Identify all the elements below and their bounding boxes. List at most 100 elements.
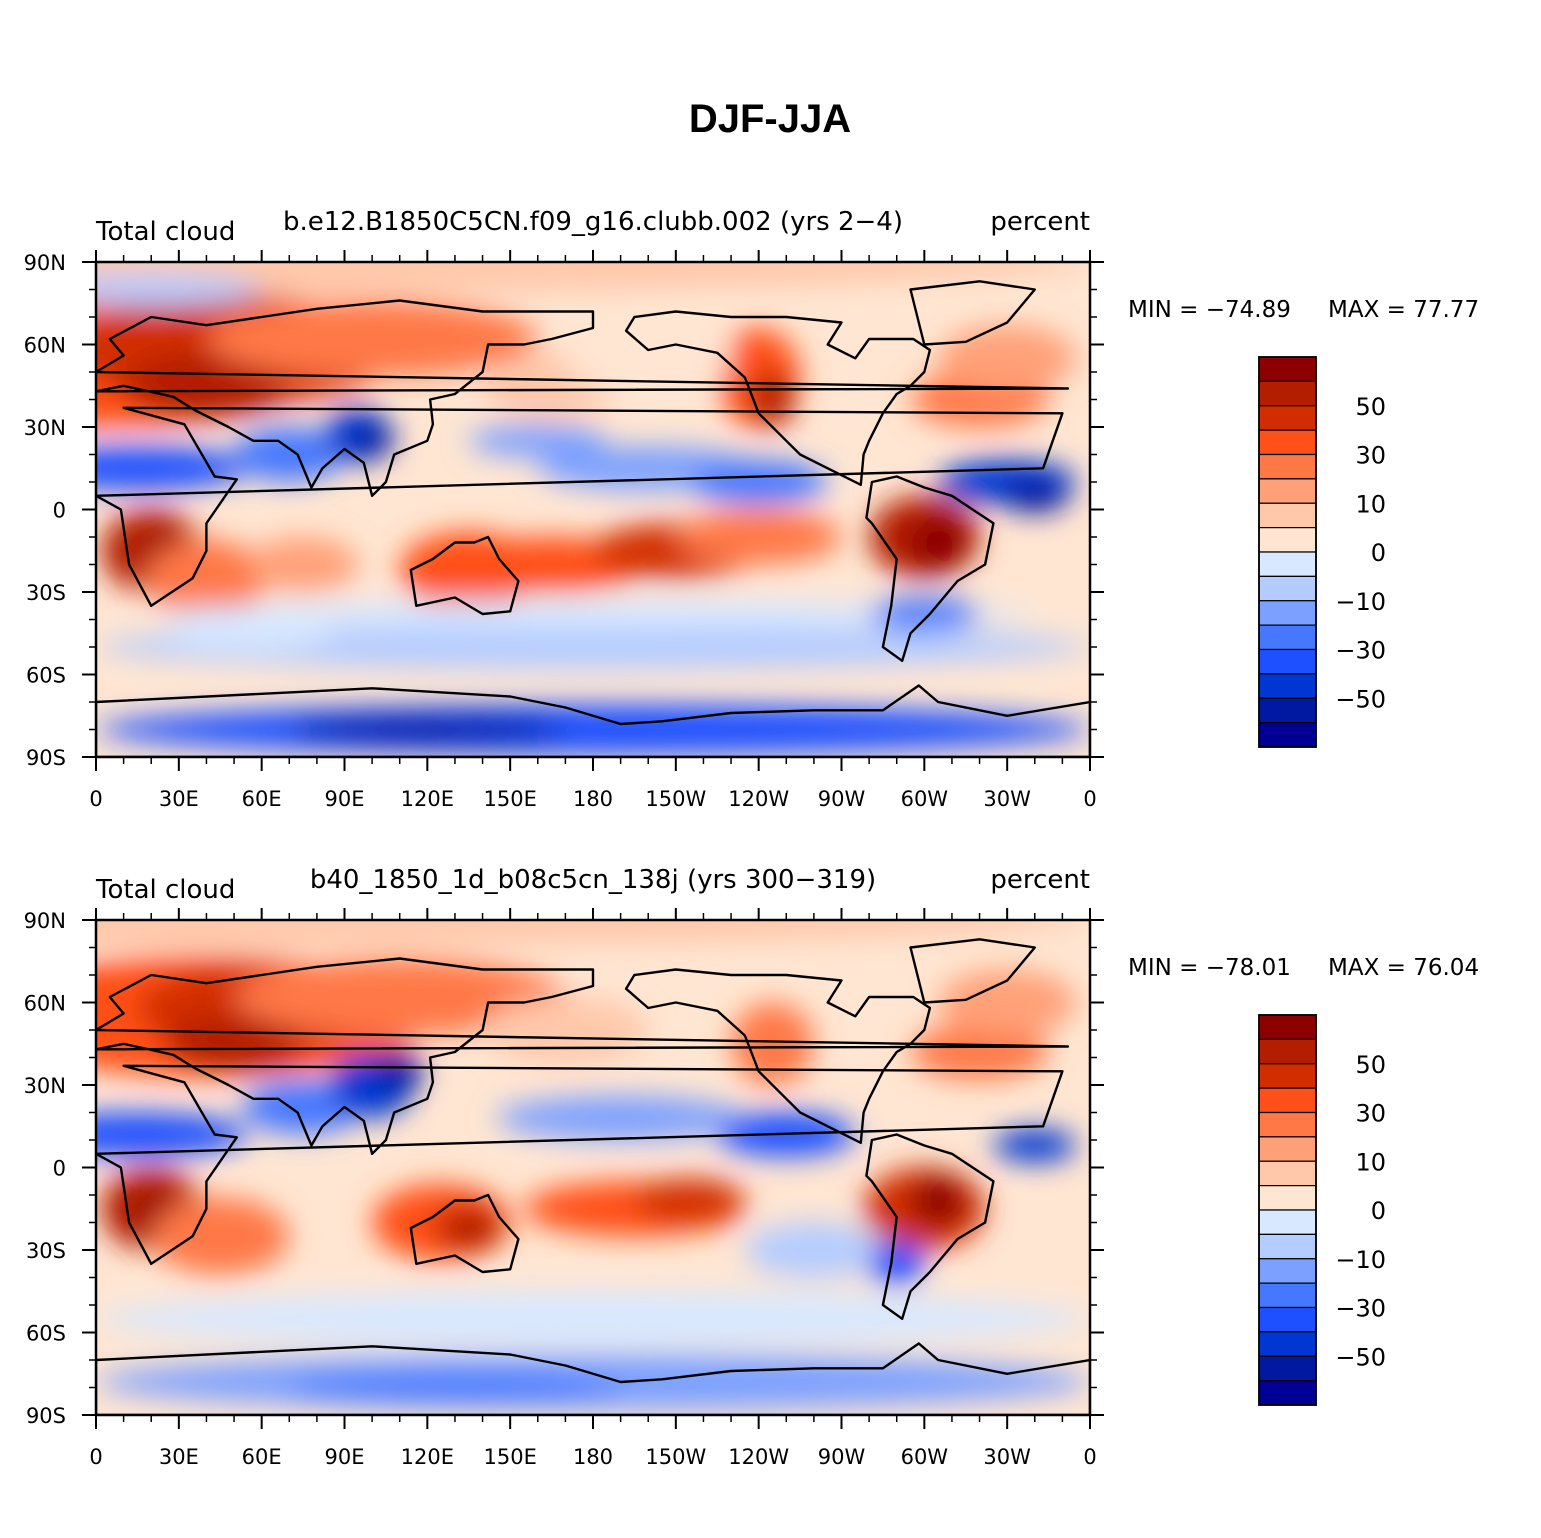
panel-units-label: percent xyxy=(990,207,1090,237)
colorbar-swatch xyxy=(1258,1111,1317,1138)
x-tick-label: 30W xyxy=(983,787,1031,811)
colorbar-swatch xyxy=(1258,1038,1317,1065)
colorbar-label: −30 xyxy=(1335,637,1386,665)
y-tick-label: 60S xyxy=(26,1322,66,1346)
colorbar-swatch xyxy=(1258,1160,1317,1187)
x-tick-label: 30W xyxy=(983,1445,1031,1469)
y-axis: 90N 60N 30N 0 30S 60S 90S xyxy=(24,251,1104,770)
colorbar-swatch xyxy=(1258,551,1317,577)
panel-bottom: Total cloud b40_1850_1d_b08c5cn_138j (yr… xyxy=(24,865,1480,1469)
colorbar-swatch xyxy=(1258,575,1317,602)
x-tick-label: 60W xyxy=(901,787,949,811)
colorbar-swatch xyxy=(1258,1087,1317,1114)
cloud-field-map xyxy=(96,920,1090,1415)
colorbar: 50 30 10 0 −10 −30 −50 xyxy=(1258,1014,1386,1406)
x-tick-label: 180 xyxy=(573,1445,613,1469)
x-tick-label: 150W xyxy=(645,787,706,811)
colorbar-label: 50 xyxy=(1355,393,1386,421)
colorbar-label: 0 xyxy=(1371,1197,1386,1225)
x-tick-label: 180 xyxy=(573,787,613,811)
x-tick-label: 0 xyxy=(1083,1445,1096,1469)
colorbar-swatch xyxy=(1258,527,1317,553)
min-value: MIN = −74.89 xyxy=(1128,297,1291,323)
panel-units-label: percent xyxy=(990,865,1090,895)
x-tick-label: 150E xyxy=(483,1445,536,1469)
x-tick-label: 0 xyxy=(89,787,102,811)
colorbar-swatch xyxy=(1258,356,1317,382)
colorbar-label: −10 xyxy=(1335,1246,1386,1274)
x-tick-label: 0 xyxy=(1083,787,1096,811)
y-tick-label: 60S xyxy=(26,664,66,688)
colorbar-swatch xyxy=(1258,1258,1317,1284)
colorbar-swatch xyxy=(1258,648,1317,675)
y-axis: 90N 60N 30N 0 30S 60S 90S xyxy=(24,909,1104,1428)
y-tick-label: 60N xyxy=(24,992,66,1016)
y-tick-label: 90S xyxy=(26,1404,66,1428)
panel-left-label: Total cloud xyxy=(95,875,235,905)
min-value: MIN = −78.01 xyxy=(1128,955,1291,981)
x-tick-label: 90E xyxy=(325,1445,365,1469)
x-tick-label: 120E xyxy=(401,1445,454,1469)
x-tick-label: 150E xyxy=(483,787,536,811)
x-tick-label: 120W xyxy=(728,1445,789,1469)
y-tick-label: 30N xyxy=(24,1074,66,1098)
colorbar-label: 10 xyxy=(1355,490,1386,518)
max-value: MAX = 76.04 xyxy=(1328,955,1479,981)
colorbar-frame xyxy=(1258,1014,1317,1406)
colorbar-label: 50 xyxy=(1355,1051,1386,1079)
colorbar-swatch xyxy=(1258,673,1317,699)
x-tick-label: 30E xyxy=(159,787,199,811)
colorbar-swatch xyxy=(1258,502,1317,529)
coastline-overlay xyxy=(96,280,1090,757)
y-tick-label: 30N xyxy=(24,416,66,440)
x-tick-label: 90E xyxy=(325,787,365,811)
colorbar-frame xyxy=(1258,356,1317,748)
x-tick-label: 0 xyxy=(89,1445,102,1469)
colorbar-label: 30 xyxy=(1355,1100,1386,1128)
x-tick-label: 150W xyxy=(645,1445,706,1469)
colorbar-swatch xyxy=(1258,1185,1317,1211)
colorbar-swatch xyxy=(1258,624,1317,651)
colorbar-swatch xyxy=(1258,453,1317,480)
x-tick-label: 60E xyxy=(242,1445,282,1469)
x-tick-label: 120E xyxy=(401,787,454,811)
colorbar-swatch xyxy=(1258,405,1317,431)
colorbar-swatch xyxy=(1258,1063,1317,1089)
panel-left-label: Total cloud xyxy=(95,217,235,247)
y-tick-label: 60N xyxy=(24,334,66,358)
x-tick-label: 90W xyxy=(818,1445,866,1469)
colorbar-label: 30 xyxy=(1355,442,1386,470)
y-tick-label: 30S xyxy=(26,581,66,605)
x-tick-label: 60W xyxy=(901,1445,949,1469)
colorbar-swatch xyxy=(1258,1331,1317,1357)
x-axis: 0 30E 60E 90E 120E 150E 180 150W 120W 90W 60W 30W 0 xyxy=(89,908,1097,1469)
colorbar-swatch xyxy=(1258,1014,1317,1040)
x-tick-label: 120W xyxy=(728,787,789,811)
colorbar-label: 10 xyxy=(1355,1148,1386,1176)
y-tick-label: 0 xyxy=(53,499,66,523)
x-axis: 0 30E 60E 90E 120E 150E 180 150W 120W 90W 60W 30W 0 xyxy=(89,250,1097,811)
y-tick-label: 90S xyxy=(26,746,66,770)
coastline-overlay xyxy=(96,938,1090,1415)
colorbar-label: −30 xyxy=(1335,1295,1386,1323)
x-tick-label: 90W xyxy=(818,787,866,811)
figure-title: DJF-JJA xyxy=(689,97,851,141)
panel-top: Total cloud b.e12.B1850C5CN.f09_g16.club… xyxy=(24,207,1480,811)
y-tick-label: 30S xyxy=(26,1239,66,1263)
colorbar: 50 30 10 0 −10 −30 −50 xyxy=(1258,356,1386,748)
y-tick-label: 0 xyxy=(53,1157,66,1181)
panel-case-label: b40_1850_1d_b08c5cn_138j (yrs 300−319) xyxy=(310,865,876,895)
colorbar-swatch xyxy=(1258,1233,1317,1260)
colorbar-label: −10 xyxy=(1335,588,1386,616)
colorbar-swatch xyxy=(1258,1306,1317,1333)
colorbar-label: −50 xyxy=(1335,685,1386,713)
y-tick-label: 90N xyxy=(24,251,66,275)
colorbar-swatch xyxy=(1258,1282,1317,1309)
colorbar-swatch xyxy=(1258,1209,1317,1235)
x-tick-label: 60E xyxy=(242,787,282,811)
colorbar-label: 0 xyxy=(1371,539,1386,567)
colorbar-swatch xyxy=(1258,1136,1317,1162)
colorbar-swatch xyxy=(1258,697,1317,724)
colorbar-label: −50 xyxy=(1335,1343,1386,1371)
